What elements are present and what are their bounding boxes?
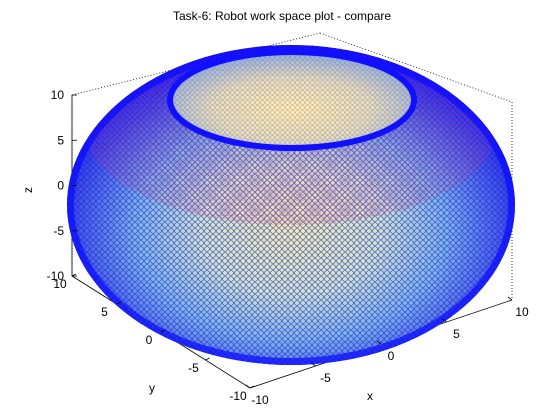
- y-tick-label: 0: [146, 333, 153, 347]
- x-tick-mark: [507, 296, 513, 301]
- x-tick-label: 0: [388, 349, 395, 363]
- torus-hole-rim: [167, 49, 417, 151]
- y-tick-label: -5: [188, 361, 199, 375]
- x-axis-label: x: [367, 389, 373, 403]
- x-tick-label: -10: [251, 393, 269, 407]
- y-tick-mark: [160, 329, 166, 333]
- y-tick-label: -10: [229, 389, 247, 403]
- x-tick-mark: [245, 384, 251, 389]
- y-tick-mark: [116, 301, 121, 305]
- z-tick-label: 10: [51, 88, 65, 102]
- box-edge-back-top: [71, 32, 321, 96]
- z-ticks: -10 -5 0 5 10: [47, 88, 77, 283]
- x-tick-mark: [311, 362, 316, 367]
- z-tick-label: -10: [47, 269, 65, 283]
- box-edge-back-right-top: [319, 32, 513, 103]
- x-ticks: -10 -5 0 5 10: [245, 296, 529, 407]
- x-tick-mark: [442, 318, 447, 323]
- z-axis-label: z: [21, 187, 35, 193]
- z-tick-label: 5: [57, 133, 64, 147]
- y-tick-mark: [249, 385, 255, 389]
- y-tick-label: 10: [53, 277, 67, 291]
- x-tick-label: -5: [320, 371, 331, 385]
- chart-title: Task-6: Robot work space plot - compare: [173, 9, 391, 23]
- y-tick-mark: [205, 357, 210, 361]
- x-tick-label: 5: [453, 327, 460, 341]
- x-tick-mark: [376, 340, 382, 345]
- x-tick-label: 10: [515, 305, 529, 319]
- z-tick-label: 0: [57, 179, 64, 193]
- z-tick-label: -5: [53, 224, 64, 238]
- y-tick-mark: [71, 273, 77, 277]
- torus-surface: [67, 45, 515, 365]
- y-axis-label: y: [149, 381, 155, 395]
- y-tick-label: 5: [101, 305, 108, 319]
- y-ticks: -10 -5 0 5 10: [53, 273, 255, 403]
- torus-hole-texture: [170, 52, 414, 148]
